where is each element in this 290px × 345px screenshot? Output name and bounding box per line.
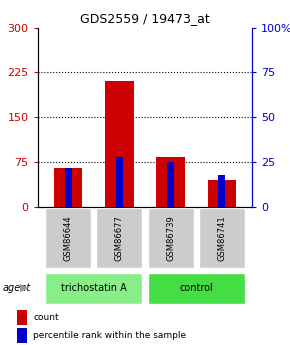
Bar xyxy=(148,208,193,268)
Text: GSM86677: GSM86677 xyxy=(115,215,124,261)
Bar xyxy=(45,273,142,304)
Bar xyxy=(208,180,236,207)
Bar xyxy=(54,168,82,207)
Text: control: control xyxy=(179,283,213,293)
Bar xyxy=(45,208,91,268)
Bar xyxy=(148,273,245,304)
Text: GSM86741: GSM86741 xyxy=(217,215,226,261)
Text: trichostatin A: trichostatin A xyxy=(61,283,127,293)
Text: GSM86644: GSM86644 xyxy=(64,215,73,261)
Text: ▶: ▶ xyxy=(20,283,29,293)
Bar xyxy=(116,157,123,207)
Title: GDS2559 / 19473_at: GDS2559 / 19473_at xyxy=(80,12,210,25)
Bar xyxy=(199,208,245,268)
Text: count: count xyxy=(33,313,59,322)
Bar xyxy=(64,168,72,207)
Bar xyxy=(218,175,226,207)
Text: percentile rank within the sample: percentile rank within the sample xyxy=(33,332,186,341)
Bar xyxy=(97,208,142,268)
Bar xyxy=(17,310,27,325)
Text: GSM86739: GSM86739 xyxy=(166,215,175,261)
Bar xyxy=(167,162,174,207)
Bar xyxy=(17,328,27,343)
Bar xyxy=(157,157,185,207)
Bar xyxy=(105,81,133,207)
Text: agent: agent xyxy=(3,283,31,293)
